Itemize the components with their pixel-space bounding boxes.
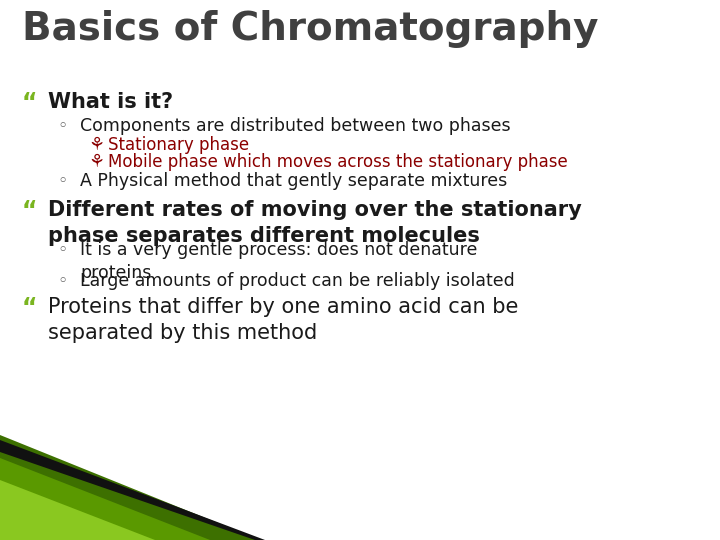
Text: ◦: ◦: [57, 272, 67, 290]
Text: “: “: [22, 91, 37, 115]
Text: Different rates of moving over the stationary
phase separates different molecule: Different rates of moving over the stati…: [48, 200, 582, 246]
Text: ⚘: ⚘: [88, 136, 104, 154]
Text: It is a very gentle process: does not denature
proteins: It is a very gentle process: does not de…: [80, 241, 477, 282]
Text: Large amounts of product can be reliably isolated: Large amounts of product can be reliably…: [80, 272, 515, 290]
Text: A Physical method that gently separate mixtures: A Physical method that gently separate m…: [80, 172, 508, 190]
Polygon shape: [0, 480, 155, 540]
Text: Proteins that differ by one amino acid can be
separated by this method: Proteins that differ by one amino acid c…: [48, 297, 518, 342]
Text: ◦: ◦: [57, 117, 67, 135]
Text: Components are distributed between two phases: Components are distributed between two p…: [80, 117, 510, 135]
Polygon shape: [0, 440, 265, 540]
Text: ◦: ◦: [57, 172, 67, 190]
Text: What is it?: What is it?: [48, 92, 173, 112]
Text: Stationary phase: Stationary phase: [108, 136, 249, 154]
Polygon shape: [0, 458, 210, 540]
Text: “: “: [22, 296, 37, 320]
Text: ⚘: ⚘: [88, 153, 104, 171]
Text: “: “: [22, 199, 37, 223]
Text: Mobile phase which moves across the stationary phase: Mobile phase which moves across the stat…: [108, 153, 568, 171]
Text: ◦: ◦: [57, 241, 67, 259]
Polygon shape: [0, 435, 260, 540]
Text: Basics of Chromatography: Basics of Chromatography: [22, 10, 598, 48]
